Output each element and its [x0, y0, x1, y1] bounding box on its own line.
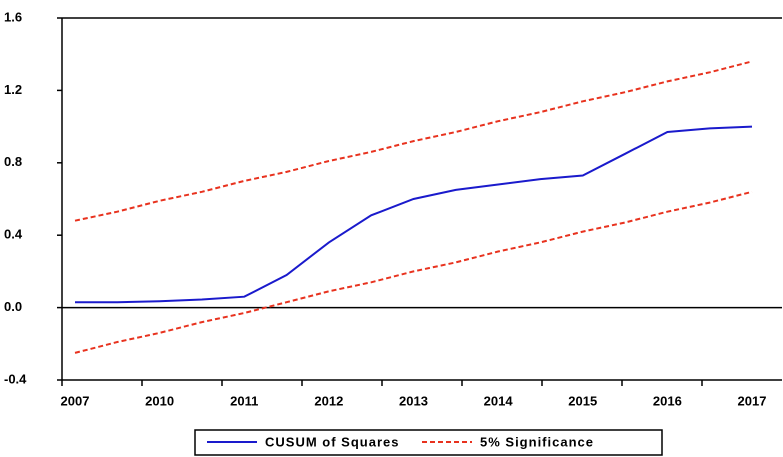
x-tick-label: 2007 [61, 393, 90, 408]
y-tick-label: 0.0 [4, 299, 22, 314]
x-tick-label: 2016 [653, 393, 682, 408]
y-tick-label: 0.8 [4, 154, 22, 169]
series-line [75, 125, 753, 304]
y-tick-label: -0.4 [4, 371, 27, 386]
series-line [74, 60, 753, 222]
y-tick-label: 1.6 [4, 9, 22, 24]
x-tick-label: 2010 [145, 393, 174, 408]
x-tick-label: 2012 [314, 393, 343, 408]
legend-label: CUSUM of Squares [265, 434, 399, 449]
x-tick-label: 2013 [399, 393, 428, 408]
x-tick-label: 2014 [484, 393, 514, 408]
x-tick-label: 2015 [568, 393, 597, 408]
y-tick-label: 0.4 [4, 227, 23, 242]
series-line [74, 190, 753, 354]
x-tick-label: 2017 [738, 393, 767, 408]
y-tick-label: 1.2 [4, 82, 22, 97]
legend-box [194, 429, 663, 456]
legend-label: 5% Significance [480, 434, 594, 449]
x-tick-label: 2011 [230, 393, 258, 408]
